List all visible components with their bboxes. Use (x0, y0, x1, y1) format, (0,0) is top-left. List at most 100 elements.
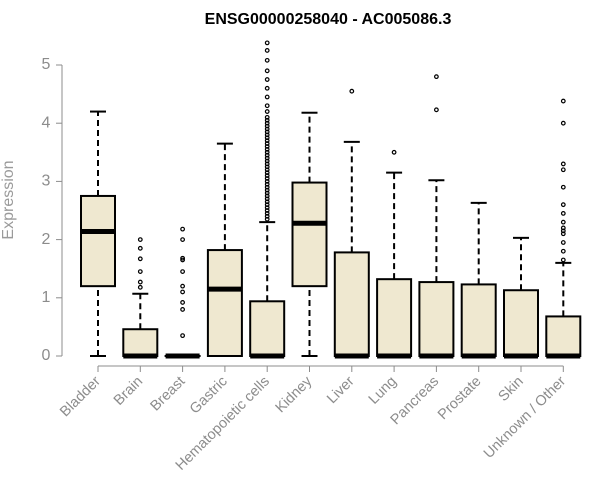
outlier-point (264, 211, 270, 216)
outlier-point (264, 123, 270, 129)
y-tick-label: 0 (42, 347, 51, 364)
outlier-point (560, 257, 566, 263)
outlier-point (137, 256, 143, 262)
outlier-point (560, 219, 566, 225)
outlier-point (264, 40, 270, 46)
outlier-point (434, 74, 439, 80)
y-tick-label: 2 (42, 231, 51, 248)
outlier-point (434, 107, 439, 113)
box-iqr (206, 249, 243, 358)
y-axis-label: Expression (0, 160, 17, 239)
outlier-point (180, 255, 186, 261)
outlier-point (560, 231, 566, 237)
x-tick-label: Lung (366, 374, 400, 408)
box-prostate (460, 201, 497, 359)
outlier-point (137, 279, 143, 285)
box-skin (503, 236, 539, 359)
box-iqr (80, 194, 116, 288)
x-tick-label: Breast (147, 374, 188, 415)
outlier-point (560, 228, 566, 234)
outlier-point (264, 173, 270, 178)
x-tick-label: Unknown / Other (481, 373, 569, 461)
outlier-point (560, 167, 566, 173)
outlier-point (560, 202, 566, 208)
outlier-point (264, 199, 270, 205)
outlier-point (560, 120, 566, 126)
outlier-point (180, 283, 186, 289)
outlier-point (264, 184, 270, 190)
x-tick-label: Liver (324, 373, 358, 407)
outlier-point (264, 103, 270, 109)
outlier-point (264, 120, 270, 126)
box-iqr (503, 289, 539, 358)
box-iqr (291, 181, 328, 288)
outlier-point (180, 257, 186, 263)
outlier-point (264, 161, 270, 167)
outlier-point (137, 269, 143, 275)
outlier-point (264, 155, 270, 161)
outlier-point (137, 245, 143, 251)
outlier-point (264, 117, 270, 123)
box-iqr (418, 281, 455, 357)
box-pancreas (418, 74, 455, 359)
y-tick-label: 4 (42, 114, 51, 131)
outlier-point (264, 85, 270, 91)
outlier-point (264, 193, 270, 199)
outlier-point (264, 205, 270, 210)
box-iqr (122, 328, 159, 357)
outlier-point (264, 164, 270, 170)
outlier-point (180, 289, 186, 295)
outlier-point (264, 144, 270, 149)
outlier-point (264, 57, 270, 63)
outlier-point (560, 211, 566, 216)
boxes-layer (80, 40, 582, 359)
outlier-point (180, 300, 186, 305)
outlier-point (264, 132, 270, 138)
outlier-point (560, 248, 566, 254)
outlier-point (264, 141, 270, 146)
box-unknown-other (545, 98, 582, 359)
box-hematopoietic-cells (249, 40, 286, 359)
outlier-point (391, 149, 397, 155)
outlier-point (560, 240, 566, 245)
outlier-point (180, 226, 186, 232)
y-tick-label: 1 (42, 289, 51, 306)
outlier-point (264, 208, 270, 213)
outlier-point (264, 68, 270, 74)
outlier-point (560, 161, 566, 167)
outlier-point (264, 114, 270, 120)
outlier-point (560, 98, 566, 104)
y-tick-label: 3 (42, 173, 51, 190)
x-tick-label: Brain (111, 374, 146, 409)
outlier-point (264, 158, 270, 164)
outlier-point (180, 237, 186, 243)
box-brain (122, 237, 159, 359)
outlier-point (264, 77, 270, 82)
box-iqr (376, 278, 413, 357)
box-lung (376, 149, 413, 359)
x-tick-label: Bladder (57, 373, 104, 420)
outlier-point (264, 187, 270, 193)
outlier-point (349, 88, 355, 94)
outlier-point (180, 269, 186, 275)
box-iqr (333, 251, 370, 358)
outlier-point (264, 167, 270, 173)
outlier-point (264, 152, 270, 158)
outlier-point (264, 176, 270, 181)
outlier-point (264, 135, 270, 141)
outlier-point (180, 307, 186, 312)
outlier-point (264, 48, 270, 53)
outlier-point (264, 213, 270, 219)
outlier-point (264, 170, 270, 176)
x-tick-label: Kidney (273, 373, 316, 416)
x-tick-label: Prostate (435, 374, 484, 423)
outlier-point (137, 237, 143, 243)
box-bladder (80, 110, 116, 357)
box-gastric (206, 142, 243, 358)
outlier-point (264, 126, 270, 132)
outlier-point (264, 178, 270, 184)
x-tick-label: Skin (496, 374, 527, 405)
outlier-point (137, 284, 143, 290)
